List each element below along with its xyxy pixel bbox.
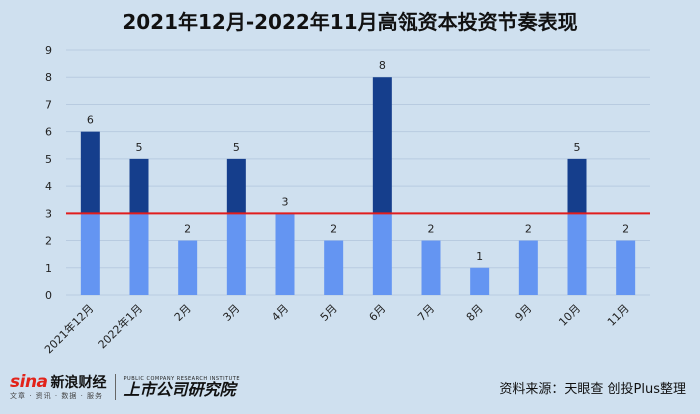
data-label: 5 [233, 141, 240, 154]
bar-base [80, 213, 100, 295]
footer-logos: sina 新浪财经 文章 · 资讯 · 数据 · 服务 PUBLIC COMPA… [10, 372, 240, 402]
x-tick-label: 4月 [269, 302, 291, 324]
logo-divider [114, 374, 116, 400]
data-label: 6 [87, 114, 94, 127]
x-tick-label: 8月 [464, 302, 486, 324]
research-logo-en: PUBLIC COMPANY RESEARCH INSTITUTE [123, 375, 241, 382]
data-label: 2 [330, 223, 337, 236]
bar-base [616, 240, 636, 295]
bar-base [372, 213, 392, 295]
bar-excess [129, 158, 149, 214]
y-tick-label: 7 [45, 98, 52, 111]
x-tick-label: 9月 [513, 302, 535, 324]
y-tick-label: 5 [45, 153, 52, 166]
data-source: 资料来源：天眼查 创投Plus整理 [499, 382, 686, 397]
bar-base [324, 240, 344, 295]
bar-base [129, 213, 149, 295]
bar-excess [226, 158, 246, 214]
sina-logo-word: sina [10, 372, 48, 392]
bar-excess [567, 158, 587, 214]
bar-base [518, 240, 538, 295]
bar-base [567, 213, 587, 295]
research-logo-cn: 上市公司研究院 [123, 379, 236, 399]
y-tick-label: 4 [45, 180, 52, 193]
y-tick-label: 8 [45, 71, 52, 84]
data-label: 8 [379, 59, 386, 72]
x-tick-label: 7月 [415, 302, 437, 324]
data-label: 3 [282, 195, 289, 208]
sina-finance-logo: sina 新浪财经 文章 · 资讯 · 数据 · 服务 [10, 374, 107, 400]
bar-base [226, 213, 246, 295]
y-tick-label: 9 [45, 44, 52, 57]
y-tick-label: 2 [45, 235, 52, 248]
x-tick-label: 11月 [605, 302, 632, 329]
chart-title: 2021年12月-2022年11月高瓴资本投资节奏表现 [122, 10, 578, 34]
bar-base [275, 213, 295, 295]
bar-base [178, 240, 198, 295]
x-tick-label: 5月 [318, 302, 340, 324]
data-label: 2 [622, 223, 629, 236]
sina-logo-sub: 文章 · 资讯 · 数据 · 服务 [10, 392, 104, 400]
y-tick-label: 1 [45, 262, 52, 275]
bar-base [421, 240, 441, 295]
x-tick-label: 2021年12月 [41, 301, 96, 356]
research-institute-logo: PUBLIC COMPANY RESEARCH INSTITUTE 上市公司研究… [123, 375, 241, 399]
data-label: 2 [184, 223, 191, 236]
bar-excess [372, 77, 392, 214]
x-tick-label: 2022年1月 [95, 301, 145, 351]
x-tick-label: 2月 [172, 302, 194, 324]
data-label: 1 [476, 250, 483, 263]
sina-logo-cn: 新浪财经 [50, 375, 107, 391]
x-tick-label: 10月 [556, 302, 583, 329]
data-label: 2 [428, 223, 435, 236]
y-tick-label: 6 [45, 126, 52, 139]
x-tick-label: 3月 [221, 302, 243, 324]
data-label: 2 [525, 223, 532, 236]
bar-excess [80, 131, 100, 214]
x-tick-label: 6月 [367, 302, 389, 324]
data-label: 5 [574, 141, 581, 154]
bar-base [470, 267, 490, 295]
y-tick-label: 3 [45, 207, 52, 220]
y-tick-label: 0 [45, 289, 52, 302]
data-label: 5 [136, 141, 143, 154]
